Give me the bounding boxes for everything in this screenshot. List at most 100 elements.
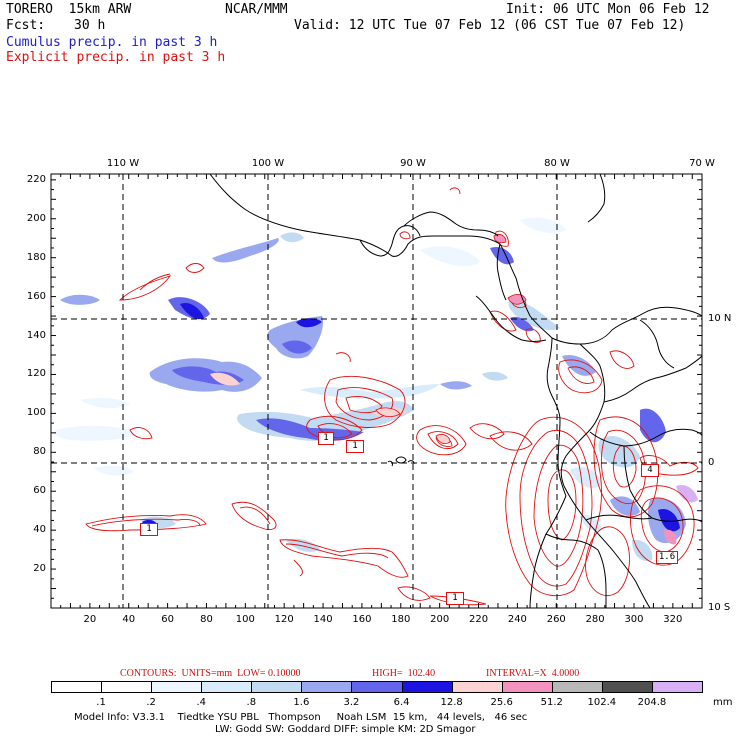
precip-band	[664, 529, 677, 545]
contour-label-box: 1	[446, 592, 464, 605]
valid-time: Valid: 12 UTC Tue 07 Feb 12 (06 CST Tue …	[294, 18, 686, 33]
precip-band	[482, 371, 508, 381]
legend-swatch	[101, 681, 153, 693]
precip-band	[598, 435, 640, 468]
legend-label: .1	[96, 697, 106, 708]
x-tick-label: 260	[546, 614, 566, 625]
contour-label-box: 1.6	[656, 551, 678, 564]
contour-units: CONTOURS: UNITS=mm LOW= 0.10000	[120, 668, 301, 679]
lon-label: 70 W	[689, 158, 715, 169]
y-tick-label: 200	[26, 212, 46, 224]
x-tick-label: 200	[430, 614, 450, 625]
legend-unit: mm	[713, 697, 733, 708]
y-tick-label: 140	[26, 329, 46, 341]
lon-label: 80 W	[544, 158, 570, 169]
y-tick-label: 80	[33, 446, 46, 458]
precip-band	[632, 539, 653, 562]
precip-band	[280, 232, 304, 243]
contour-label-box: 1	[140, 523, 158, 536]
legend-label: 102.4	[587, 697, 617, 708]
explicit-precip-cores	[375, 234, 527, 444]
y-tick-label: 60	[33, 485, 46, 497]
precip-band	[80, 397, 130, 409]
x-tick-label: 140	[313, 614, 333, 625]
legend-label: 6.4	[393, 697, 410, 708]
y-tick-label: 40	[33, 524, 46, 536]
model-info: Model Info: V3.3.1 Tiedtke YSU PBL Thomp…	[74, 712, 528, 723]
y-tick-label: 160	[26, 290, 46, 302]
x-tick-label: 160	[352, 614, 372, 625]
legend-label: 51.2	[540, 697, 563, 708]
lon-label: 110 W	[106, 158, 140, 169]
contour-label-box: 4	[641, 464, 659, 477]
legend-swatch	[551, 681, 603, 693]
precip-band	[286, 538, 320, 552]
legend-label: .2	[146, 697, 156, 708]
legend-label: 1.6	[293, 697, 310, 708]
x-tick-label: 180	[391, 614, 411, 625]
x-tick-label: 240	[507, 614, 527, 625]
y-tick-marks	[51, 179, 702, 599]
legend-label: .4	[196, 697, 206, 708]
cumulus-precip-shading	[54, 217, 698, 562]
x-tick-label: 40	[122, 614, 136, 625]
precip-band	[210, 372, 240, 386]
precip-band	[300, 384, 440, 399]
precip-core	[493, 234, 507, 244]
legend-swatch	[651, 681, 703, 693]
legend-label: 12.8	[440, 697, 463, 708]
map-frame	[50, 173, 703, 609]
precip-band	[296, 318, 322, 328]
precip-band	[640, 408, 666, 443]
x-tick-marks	[60, 174, 703, 608]
precip-band	[420, 246, 480, 266]
precip-band	[510, 316, 534, 332]
precip-band	[658, 508, 680, 532]
physics-info: LW: Godd SW: Goddard DIFF: simple KM: 2D…	[215, 724, 476, 735]
contour-label-box: 1	[318, 432, 334, 445]
y-tick-label: 120	[26, 368, 46, 380]
forecast-hour: 30 h	[74, 18, 106, 33]
x-tick-label: 100	[235, 614, 255, 625]
legend-swatch	[351, 681, 403, 693]
latlon-grid	[51, 174, 702, 608]
contour-label-box: 1	[346, 440, 364, 453]
legend-swatch	[151, 681, 203, 693]
x-tick-label: 220	[468, 614, 489, 625]
precip-band	[60, 294, 100, 305]
legend-swatch	[401, 681, 453, 693]
cumulus-field-title: Cumulus precip. in past 3 h	[6, 35, 218, 50]
precip-core	[375, 407, 401, 418]
x-tick-label: 320	[663, 614, 683, 625]
legend-swatch	[301, 681, 353, 693]
y-tick-label: 220	[26, 173, 46, 185]
precip-band	[490, 246, 514, 265]
legend-swatch	[201, 681, 253, 693]
legend-swatch	[51, 681, 103, 693]
x-tick-label: 20	[83, 614, 97, 625]
x-tick-label: 80	[200, 614, 213, 625]
precip-band	[676, 484, 698, 503]
x-tick-label: 300	[624, 614, 644, 625]
precip-band	[256, 418, 364, 441]
contour-interval: INTERVAL=X 4.0000	[486, 668, 580, 679]
explicit-field-title: Explicit precip. in past 3 h	[6, 50, 226, 65]
precip-band	[94, 465, 134, 476]
org-label: NCAR/MMM	[225, 2, 288, 17]
precip-band	[440, 381, 472, 390]
lon-label: 100 W	[251, 158, 285, 169]
precip-band	[180, 302, 204, 320]
precip-band	[562, 354, 596, 376]
contour-high: HIGH= 102.40	[372, 668, 436, 679]
precip-band	[212, 238, 279, 263]
lat-label: 10 N	[708, 313, 732, 324]
lat-label: 0	[708, 457, 715, 468]
precip-core	[435, 434, 451, 444]
legend-swatch	[251, 681, 303, 693]
model-title: TORERO 15km ARW	[6, 2, 132, 17]
x-tick-label: 60	[161, 614, 174, 625]
y-tick-label: 180	[26, 251, 46, 263]
precip-band	[54, 425, 140, 441]
precip-band	[570, 466, 602, 488]
